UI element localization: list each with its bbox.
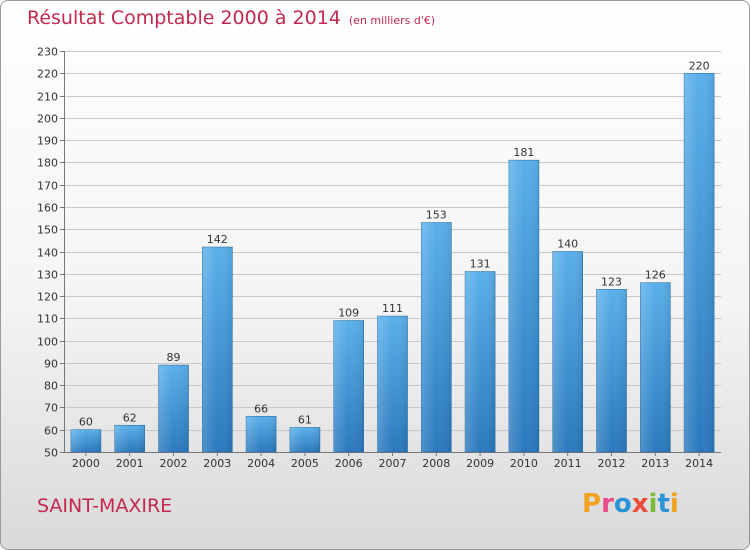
bar-shine	[158, 365, 189, 452]
x-tick-label: 2009	[466, 457, 494, 470]
y-tick-label: 60	[44, 425, 58, 438]
y-tick-label: 170	[37, 180, 58, 193]
x-tick-label: 2014	[685, 457, 713, 470]
bar-shine	[552, 251, 583, 452]
bar-shine	[465, 271, 496, 452]
bar-value-label: 220	[689, 59, 710, 72]
axes: 50 60 70 80 90 100 110 120 130 140 150 160 170 180 190…	[37, 46, 721, 470]
x-tick-label: 2006	[335, 457, 363, 470]
bar-value-label: 62	[123, 411, 137, 424]
bar-value-label: 60	[79, 416, 93, 429]
y-tick-label: 130	[37, 269, 58, 282]
y-tick-label: 50	[44, 447, 58, 460]
logo-letter: t	[657, 489, 670, 519]
bar-value-label: 109	[338, 307, 359, 320]
bar-shine	[246, 416, 277, 452]
bar-shine	[289, 427, 320, 452]
y-tick-label: 140	[37, 247, 58, 260]
y-tick-label: 110	[37, 313, 58, 326]
bar-shine	[114, 425, 145, 452]
bar-value-label: 126	[645, 269, 666, 282]
logo-letter: r	[601, 489, 614, 519]
logo-letter: i	[669, 489, 679, 519]
x-tick-label: 2007	[379, 457, 407, 470]
x-tick-label: 2013	[641, 457, 669, 470]
logo-letter: x	[631, 489, 649, 519]
logo-letter: P	[582, 489, 602, 519]
x-tick-label: 2010	[510, 457, 538, 470]
bar-shine	[377, 316, 408, 452]
x-tick-label: 2003	[203, 457, 231, 470]
bar-value-label: 153	[426, 209, 447, 222]
y-tick-label: 160	[37, 202, 58, 215]
y-tick-label: 70	[44, 402, 58, 415]
x-tick-label: 2000	[72, 457, 100, 470]
bar-shine	[640, 282, 671, 452]
y-tick-label: 190	[37, 135, 58, 148]
commune-name: SAINT-MAXIRE	[37, 495, 173, 517]
y-tick-label: 150	[37, 224, 58, 237]
data-labels: 60 62 89 142 66 61 109 111 153 131 181 140 123 126 220	[79, 59, 710, 428]
chart-title-text: Résultat Comptable 2000 à 2014	[27, 7, 341, 29]
y-tick-label: 220	[37, 68, 58, 81]
bar-shine	[684, 73, 715, 453]
y-tick-label: 100	[37, 336, 58, 349]
proxiti-logo: Proxiti	[582, 489, 679, 519]
bar-shine	[508, 160, 539, 452]
bar-shine	[596, 289, 627, 452]
bar-value-label: 142	[207, 233, 228, 246]
x-tick-label: 2001	[116, 457, 144, 470]
y-tick-label: 80	[44, 380, 58, 393]
bar-shine	[202, 247, 233, 452]
bar-value-label: 89	[167, 351, 181, 364]
x-tick-label: 2005	[291, 457, 319, 470]
logo-letter: i	[648, 489, 658, 519]
y-tick-label: 90	[44, 358, 58, 371]
bar-value-label: 66	[254, 402, 268, 415]
y-tick-label: 200	[37, 113, 58, 126]
logo-letter: o	[613, 489, 632, 519]
bar-value-label: 61	[298, 413, 312, 426]
bar-value-label: 131	[470, 258, 491, 271]
x-tick-label: 2004	[247, 457, 275, 470]
bar-shine	[70, 429, 101, 452]
x-tick-label: 2011	[554, 457, 582, 470]
bar-shine	[333, 320, 364, 452]
bar-value-label: 111	[382, 302, 403, 315]
bar-value-label: 140	[557, 238, 578, 251]
x-tick-label: 2008	[422, 457, 450, 470]
y-tick-label: 230	[37, 46, 58, 59]
x-tick-label: 2002	[160, 457, 188, 470]
y-tick-label: 210	[37, 91, 58, 104]
bar-shine	[421, 222, 452, 452]
bars	[70, 72, 715, 453]
bar-value-label: 123	[601, 275, 622, 288]
bar-value-label: 181	[513, 146, 534, 159]
x-tick-label: 2012	[598, 457, 626, 470]
y-tick-label: 120	[37, 291, 58, 304]
chart-subtitle: (en milliers d'€)	[348, 14, 436, 27]
y-tick-label: 180	[37, 157, 58, 170]
chart-title: Résultat Comptable 2000 à 2014 (en millie…	[27, 7, 435, 29]
